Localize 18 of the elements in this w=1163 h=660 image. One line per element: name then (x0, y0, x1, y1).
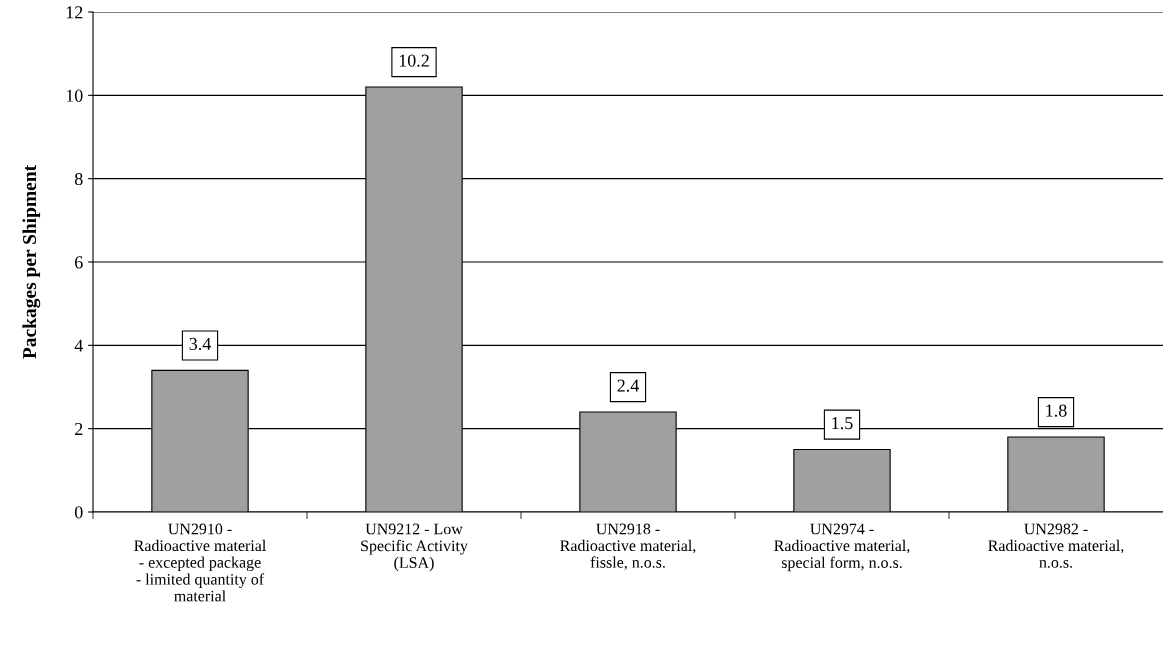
y-tick-label: 4 (74, 339, 83, 352)
x-tick-label: UN2918 - Radioactive material, fissle, n.o.s. (560, 523, 696, 571)
x-tick-label: UN2910 - Radioactive material - excepted package - limited quantity of material (134, 523, 266, 602)
y-tick-label: 8 (74, 172, 83, 186)
y-tick-label: 12 (66, 6, 83, 19)
x-tick-label: UN2974 - Radioactive material, special form, n.o.s. (774, 523, 910, 572)
y-axis-title: Packages per Shipment (22, 165, 41, 359)
y-tick-label: 6 (75, 256, 83, 269)
data-label: 1.5 (832, 417, 853, 430)
data-label: 2.4 (617, 379, 639, 392)
x-tick-label: UN2982 - Radioactive material, n.o.s. (988, 523, 1124, 568)
y-tick-label: 0 (74, 506, 83, 519)
y-tick-label: 2 (75, 422, 83, 435)
data-label: 1.8 (1046, 404, 1067, 417)
y-tick-label: 10 (66, 89, 83, 102)
data-label: 10.2 (399, 54, 429, 67)
data-label: 3.4 (189, 337, 211, 351)
x-tick-label: UN9212 - Low Specific Activity (LSA) (361, 523, 468, 572)
